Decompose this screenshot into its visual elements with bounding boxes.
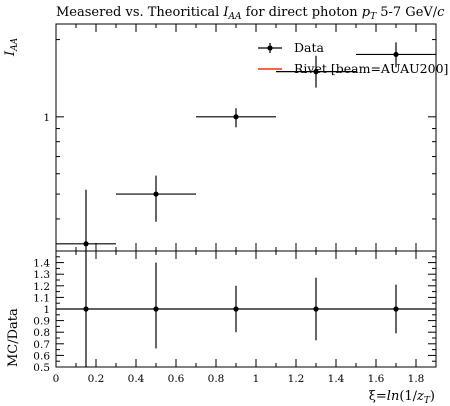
- x-axis-label-post: ): [430, 389, 435, 404]
- ratio-y-tick-label: 0.5: [33, 362, 50, 374]
- main-y-tick-label: 1: [43, 112, 50, 124]
- ratio-y-tick-label: 0.7: [33, 339, 50, 351]
- main-data-point: [233, 114, 239, 120]
- ratio-data-point: [393, 306, 399, 312]
- title-unit: c: [437, 5, 445, 20]
- title-mid: for direct photon: [242, 5, 362, 20]
- chart-title: Measered vs. Theoritical IAA for direct …: [56, 5, 445, 22]
- main-data-point: [393, 51, 399, 58]
- x-tick-label: 1: [253, 373, 260, 385]
- ratio-y-tick-label: 1.2: [33, 281, 50, 293]
- x-axis-label-pre: ξ=: [369, 389, 387, 404]
- ratio-y-tick-label: 1: [43, 304, 50, 316]
- title-pre: Measered vs. Theoritical: [56, 5, 223, 20]
- ratio-data-point: [313, 306, 319, 312]
- main-data-point: [83, 241, 89, 247]
- main-data-point: [313, 69, 319, 75]
- legend-data-label: Data: [294, 40, 324, 55]
- x-axis-label: ξ=ln(1/zT): [369, 389, 435, 406]
- main-data-points: [56, 42, 436, 251]
- ratio-y-tick-label: 0.8: [33, 327, 50, 339]
- ratio-data-points: [56, 251, 436, 367]
- main-axis-ticks: 1: [43, 24, 437, 252]
- x-tick-label: 1.8: [408, 373, 425, 385]
- x-axis-label-z: z: [416, 389, 424, 404]
- legend-data-marker: [267, 45, 273, 51]
- x-axis-label-mid: (1/: [399, 389, 417, 404]
- x-tick-label: 0.8: [208, 373, 225, 385]
- ratio-y-tick-label: 1.1: [33, 292, 50, 304]
- main-y-axis-subscript: AA: [10, 37, 20, 51]
- x-tick-label: 1.2: [288, 373, 305, 385]
- x-tick-label: 0.4: [128, 373, 145, 385]
- ratio-data-point: [83, 306, 89, 312]
- x-tick-label: 1.4: [328, 373, 345, 385]
- x-tick-label: 1.6: [368, 373, 385, 385]
- title-post: 5-7 GeV/: [376, 5, 438, 20]
- ratio-axis-ticks: 0.50.60.70.80.911.11.21.31.40 0.2 0.4 0.6 0.…: [33, 250, 437, 385]
- ratio-y-tick-label: 0.6: [33, 350, 50, 362]
- ratio-data-point: [233, 306, 239, 312]
- x-axis-label-ln: ln: [387, 389, 400, 404]
- legend-rivet-label: Rivet [beam=AUAU200] [c: [294, 61, 450, 76]
- ratio-y-axis-label: MC/Data: [6, 308, 21, 367]
- ratio-y-tick-label: 0.9: [33, 316, 50, 328]
- main-data-point: [153, 191, 159, 197]
- main-y-axis-label: IAA: [3, 37, 20, 57]
- title-symbol-2-subscript: T: [370, 12, 377, 22]
- main-panel-frame: [55, 23, 437, 252]
- ratio-y-tick-label: 1.4: [33, 258, 50, 270]
- x-tick-label: 0.2: [88, 373, 105, 385]
- x-axis-label-subscript: T: [424, 396, 431, 406]
- title-symbol-subscript: AA: [228, 12, 242, 22]
- x-tick-label: 0: [53, 373, 60, 385]
- ratio-y-tick-label: 1.3: [33, 269, 50, 281]
- x-tick-label: 0.6: [168, 373, 185, 385]
- title-symbol-2: p: [362, 5, 371, 20]
- main-y-axis-symbol: I: [3, 50, 18, 57]
- ratio-data-point: [153, 306, 159, 312]
- legend: Data Rivet [beam=AUAU200] [c: [258, 40, 450, 76]
- title-symbol: I: [222, 5, 229, 20]
